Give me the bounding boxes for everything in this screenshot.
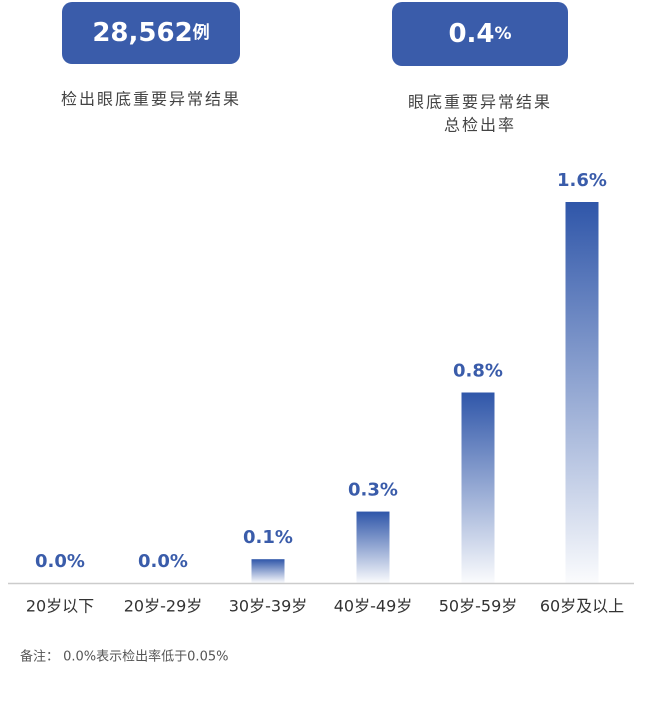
bar (251, 559, 285, 583)
bar (356, 511, 390, 583)
value-label: 0.8% (453, 361, 503, 382)
bar (565, 202, 599, 583)
x-tick-label: 40岁-49岁 (334, 597, 413, 616)
stat-box (62, 2, 240, 64)
x-tick-label: 30岁-39岁 (229, 597, 308, 616)
stat-number: 0.4 (448, 19, 494, 49)
x-tick-label: 20岁以下 (26, 597, 94, 616)
stat-number: 28,562 (92, 18, 192, 48)
stat-label: 眼底重要异常结果 (408, 93, 552, 112)
x-tick-label: 20岁-29岁 (124, 597, 203, 616)
value-label: 0.1% (243, 527, 293, 548)
stat-box (392, 2, 568, 66)
stat-value: 0.4% (448, 19, 511, 49)
bar (461, 392, 495, 583)
value-label: 0.3% (348, 480, 398, 501)
stat-label: 检出眼底重要异常结果 (61, 90, 241, 109)
value-label: 1.6% (557, 170, 607, 191)
stat-label: 总检出率 (444, 116, 516, 135)
stat-unit: % (495, 24, 512, 44)
stat-unit: 例 (193, 22, 210, 43)
x-tick-label: 50岁-59岁 (439, 597, 518, 616)
value-label: 0.0% (138, 551, 188, 572)
note: 备注： 0.0%表示检出率低于0.05% (20, 649, 228, 665)
value-label: 0.0% (35, 551, 85, 572)
stat-value: 28,562例 (92, 18, 209, 48)
x-tick-label: 60岁及以上 (540, 597, 624, 616)
